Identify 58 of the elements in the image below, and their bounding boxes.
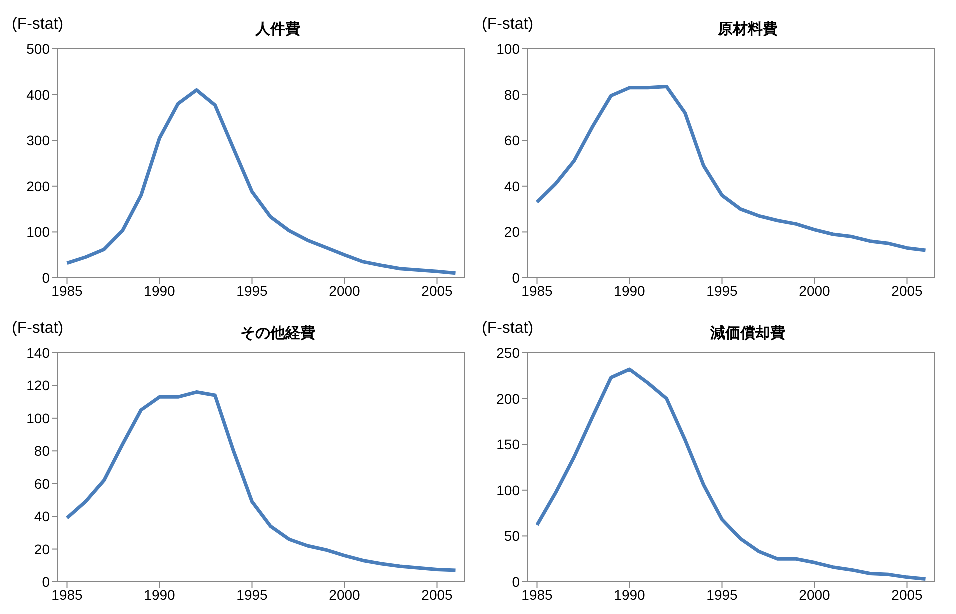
line-series <box>66 88 458 276</box>
x-tick-label: 2000 <box>329 282 361 299</box>
y-tick-label: 300 <box>26 132 50 149</box>
chart-title: 人件費 <box>254 20 302 39</box>
chart-title: 原材料費 <box>716 20 779 39</box>
y-tick-label: 50 <box>504 528 520 544</box>
x-tick-label: 2005 <box>422 282 454 299</box>
y-tick-label: 100 <box>496 482 520 498</box>
y-tick-label: 200 <box>496 390 520 407</box>
x-tick-label: 1985 <box>52 586 84 603</box>
y-tick-label: 150 <box>496 436 520 453</box>
x-tick-label: 1995 <box>236 586 268 603</box>
y-tick-label: 0 <box>512 270 520 286</box>
y-tick-label: 500 <box>26 40 50 57</box>
x-tick-label: 1985 <box>52 282 84 299</box>
y-tick-label: 80 <box>504 86 520 103</box>
y-tick-label: 140 <box>26 344 50 361</box>
y-tick-label: 200 <box>26 178 50 194</box>
y-tick-label: 60 <box>504 132 520 149</box>
y-axis-title: (F-stat) <box>482 16 534 34</box>
x-tick-label: 1995 <box>706 282 738 299</box>
x-tick-label: 2005 <box>892 282 924 299</box>
y-tick-label: 20 <box>504 224 520 240</box>
y-tick-label: 80 <box>34 443 50 460</box>
x-tick-label: 1985 <box>522 586 554 603</box>
y-tick-label: 40 <box>504 178 520 194</box>
chart-title: 減価償却費 <box>710 324 786 343</box>
y-axis-title: (F-stat) <box>482 320 534 338</box>
x-tick-label: 2005 <box>892 586 924 603</box>
x-tick-label: 1990 <box>144 282 176 299</box>
y-tick-label: 250 <box>496 344 520 361</box>
x-tick-label: 1995 <box>706 586 738 603</box>
y-tick-label: 0 <box>42 270 50 286</box>
y-tick-label: 100 <box>26 410 50 426</box>
y-tick-label: 120 <box>26 378 50 394</box>
x-tick-label: 2000 <box>329 586 361 603</box>
y-tick-label: 60 <box>34 476 50 492</box>
x-tick-label: 2000 <box>799 586 831 603</box>
y-axis-title: (F-stat) <box>12 16 64 34</box>
y-tick-label: 0 <box>512 574 520 590</box>
line-series <box>536 368 928 581</box>
x-tick-label: 1990 <box>614 282 646 299</box>
y-tick-label: 100 <box>496 40 520 57</box>
x-tick-label: 2005 <box>422 586 454 603</box>
chart-title: その他経費 <box>240 324 316 343</box>
x-tick-label: 1990 <box>614 586 646 603</box>
x-tick-label: 1990 <box>144 586 176 603</box>
x-tick-label: 2000 <box>799 282 831 299</box>
y-tick-label: 40 <box>34 508 50 525</box>
x-tick-label: 1995 <box>236 282 268 299</box>
line-series <box>66 390 458 572</box>
y-tick-label: 100 <box>26 224 50 240</box>
y-tick-label: 400 <box>26 86 50 103</box>
y-tick-label: 20 <box>34 541 50 558</box>
line-series <box>536 85 928 252</box>
y-tick-label: 0 <box>42 574 50 590</box>
x-tick-label: 1985 <box>522 282 554 299</box>
y-axis-title: (F-stat) <box>12 320 64 338</box>
